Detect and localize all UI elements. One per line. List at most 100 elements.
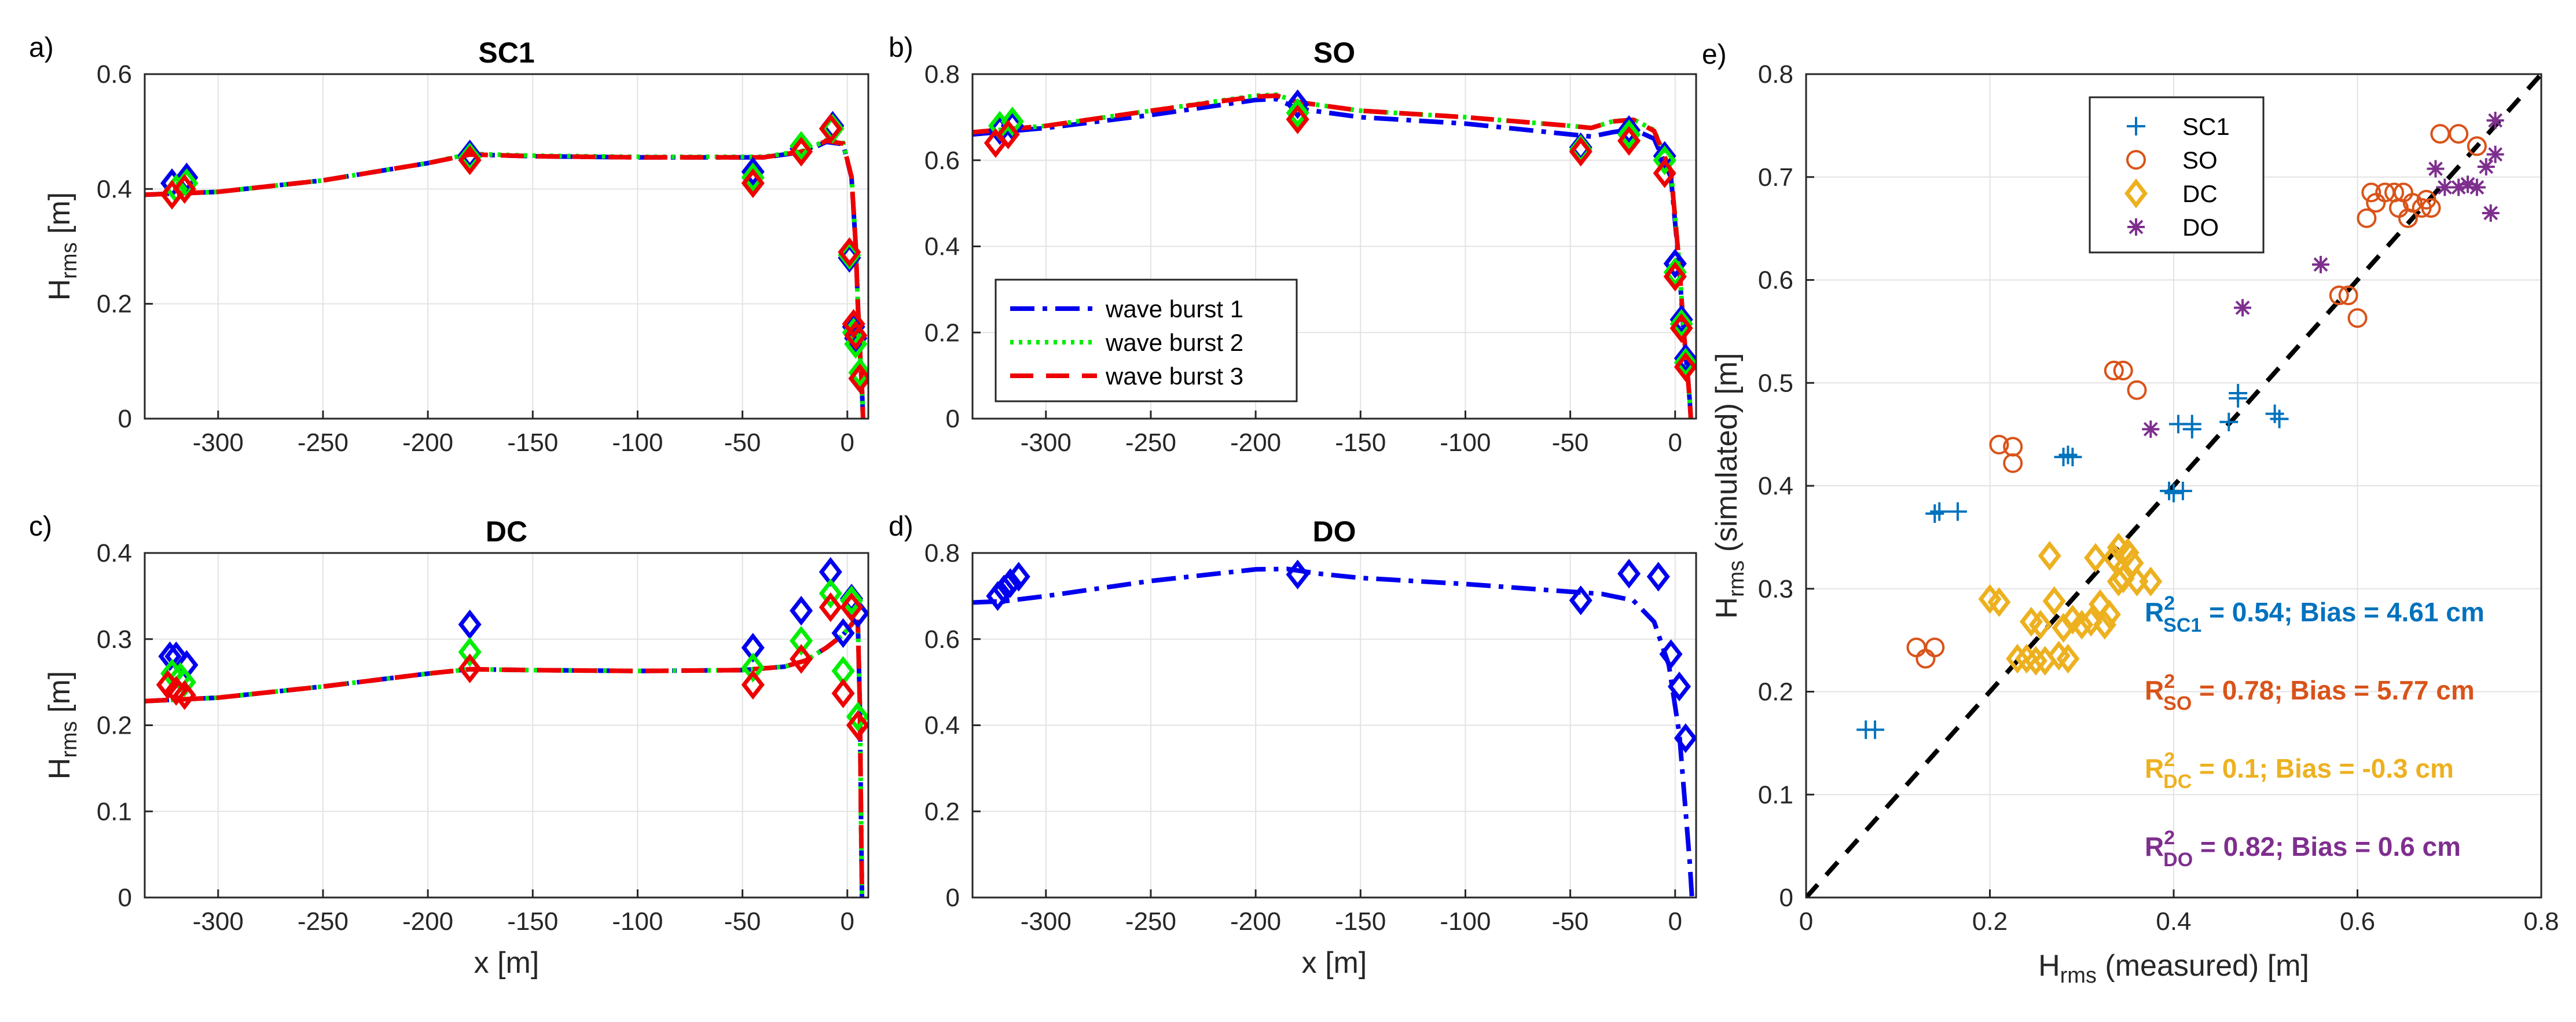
series-line-2 (145, 137, 865, 419)
x-tick-label: -100 (1440, 907, 1491, 936)
legend-marker-do (2127, 218, 2145, 236)
data-point-dc (2111, 563, 2135, 594)
data-point-dc (2079, 606, 2103, 637)
panel-label: e) (1702, 39, 1727, 70)
data-point-burst-1 (1667, 671, 1691, 702)
data-point-dc (2042, 586, 2066, 616)
y-tick-label: 0.6 (1758, 266, 1793, 295)
panel-do: -300 -250 -200 -150 -100 -50 0 0 0.2 0.4 0.6 0.8 DO d… (889, 511, 1697, 980)
data-point-burst-1 (1663, 248, 1687, 279)
data-point-burst-3 (842, 309, 865, 339)
data-point-burst-3 (1663, 261, 1687, 292)
x-tick-label: 0 (1799, 907, 1813, 936)
panel-e: 0 0.2 0.4 0.6 0.8 0 0.1 0.2 0.3 0.4 0.5 0.6 0.7 0.8 e)… (1702, 39, 2559, 988)
axis-label-sub: rms (1724, 561, 1749, 597)
data-point-burst-1 (741, 156, 765, 187)
x-tick-label: -200 (402, 907, 453, 936)
plot-content (1806, 74, 2541, 898)
x-tick-label: -150 (507, 428, 558, 457)
data-point-do (2486, 111, 2504, 129)
annotation-rest: = 0.1; Bias = -0.3 cm (2192, 753, 2454, 783)
legend-entry-label: wave burst 3 (1105, 362, 1243, 390)
data-point-dc (2070, 610, 2094, 640)
data-point-burst-3 (173, 174, 196, 204)
data-point-burst-1 (1569, 585, 1592, 616)
data-point-burst-2 (1617, 119, 1641, 149)
series-line-1 (973, 97, 1693, 419)
legend-cases: SC1 SO DC DO (2089, 96, 2265, 254)
data-point-burst-2 (790, 131, 813, 161)
data-point-burst-3 (790, 137, 813, 167)
legend-box (2089, 96, 2265, 254)
data-point-dc (1987, 587, 2011, 617)
data-point-do (2427, 160, 2445, 178)
data-point-burst-2 (1653, 145, 1676, 175)
panel-label: c) (29, 511, 52, 542)
annotation-base: R (2145, 753, 2164, 783)
annotation-rest: = 0.82; Bias = 0.6 cm (2193, 831, 2461, 862)
y-tick-label: 0.7 (1758, 163, 1793, 192)
y-tick-label: 0 (1779, 884, 1793, 912)
y-tick-label: 0.1 (1758, 781, 1793, 809)
data-point-burst-3 (1617, 126, 1641, 156)
data-point-sc1 (1925, 504, 1944, 523)
data-point-burst-2 (839, 585, 864, 616)
legend-wave-bursts: wave burst 1 wave burst 2 wave burst 3 (995, 279, 1298, 402)
x-tick-label: -100 (612, 428, 663, 457)
y-tick-label: 0.8 (924, 539, 960, 567)
data-point-burst-3 (838, 237, 861, 268)
legend-entry-label: DC (2182, 180, 2218, 207)
x-axis-label: x [m] (1302, 946, 1367, 980)
data-point-burst-3 (458, 653, 482, 684)
data-point-burst-1 (1674, 723, 1696, 753)
legend-entry-label: wave burst 2 (1105, 329, 1243, 356)
data-point-burst-2 (848, 357, 868, 388)
plot-content (973, 559, 1696, 898)
x-tick-label: 0 (1668, 428, 1682, 457)
data-point-so (2338, 285, 2358, 306)
legend-marker-so (2126, 150, 2146, 170)
data-point-burst-3 (831, 678, 855, 709)
y-tick-label: 0.4 (1758, 472, 1793, 500)
y-tick-label: 0.4 (924, 712, 960, 740)
data-point-sc1 (2182, 420, 2201, 439)
x-tick-label: -250 (298, 428, 348, 457)
data-point-sc1 (2219, 412, 2239, 431)
data-point-burst-2 (458, 637, 482, 667)
legend-marker-dc (2124, 178, 2148, 208)
data-point-burst-2 (741, 162, 765, 193)
y-tick-label: 0.2 (924, 797, 960, 826)
y-tick-label: 0.5 (1758, 369, 1793, 397)
panel-title: SO (1313, 36, 1355, 69)
data-point-burst-3 (173, 680, 196, 710)
data-point-so (2361, 182, 2381, 203)
plot-content (973, 89, 1696, 419)
x-tick-label: 0 (841, 907, 854, 936)
data-point-so (2449, 124, 2469, 144)
data-point-burst-3 (790, 644, 813, 674)
axis-label-sub: rms (57, 721, 82, 757)
data-point-so (2357, 208, 2377, 228)
data-point-burst-1 (1674, 343, 1696, 373)
data-point-burst-1 (999, 568, 1022, 598)
annotation-base: R (2145, 597, 2164, 627)
legend-entry-label: wave burst 1 (1105, 295, 1243, 323)
x-tick-label: -300 (1021, 907, 1072, 936)
data-point-burst-2 (790, 626, 813, 656)
axis-label-base: H (1710, 597, 1744, 619)
data-point-sc1 (2058, 445, 2078, 464)
data-point-burst-1 (1617, 559, 1641, 589)
data-point-do (2234, 299, 2252, 317)
y-tick-label: 0.2 (1758, 678, 1793, 706)
y-tick-label: 0.1 (97, 797, 132, 826)
data-point-dc (2028, 610, 2052, 640)
annotation-sub: DO (2163, 849, 2193, 871)
series-line-1 (973, 566, 1694, 898)
data-point-dc (2093, 610, 2116, 640)
x-tick-label: -50 (724, 907, 761, 936)
data-point-burst-1 (1669, 305, 1693, 335)
axis-label-rest: (measured) [m] (2097, 949, 2309, 983)
y-tick-label: 0.3 (1758, 575, 1793, 603)
data-point-burst-1 (1286, 559, 1309, 589)
data-point-burst-2 (1669, 309, 1693, 339)
